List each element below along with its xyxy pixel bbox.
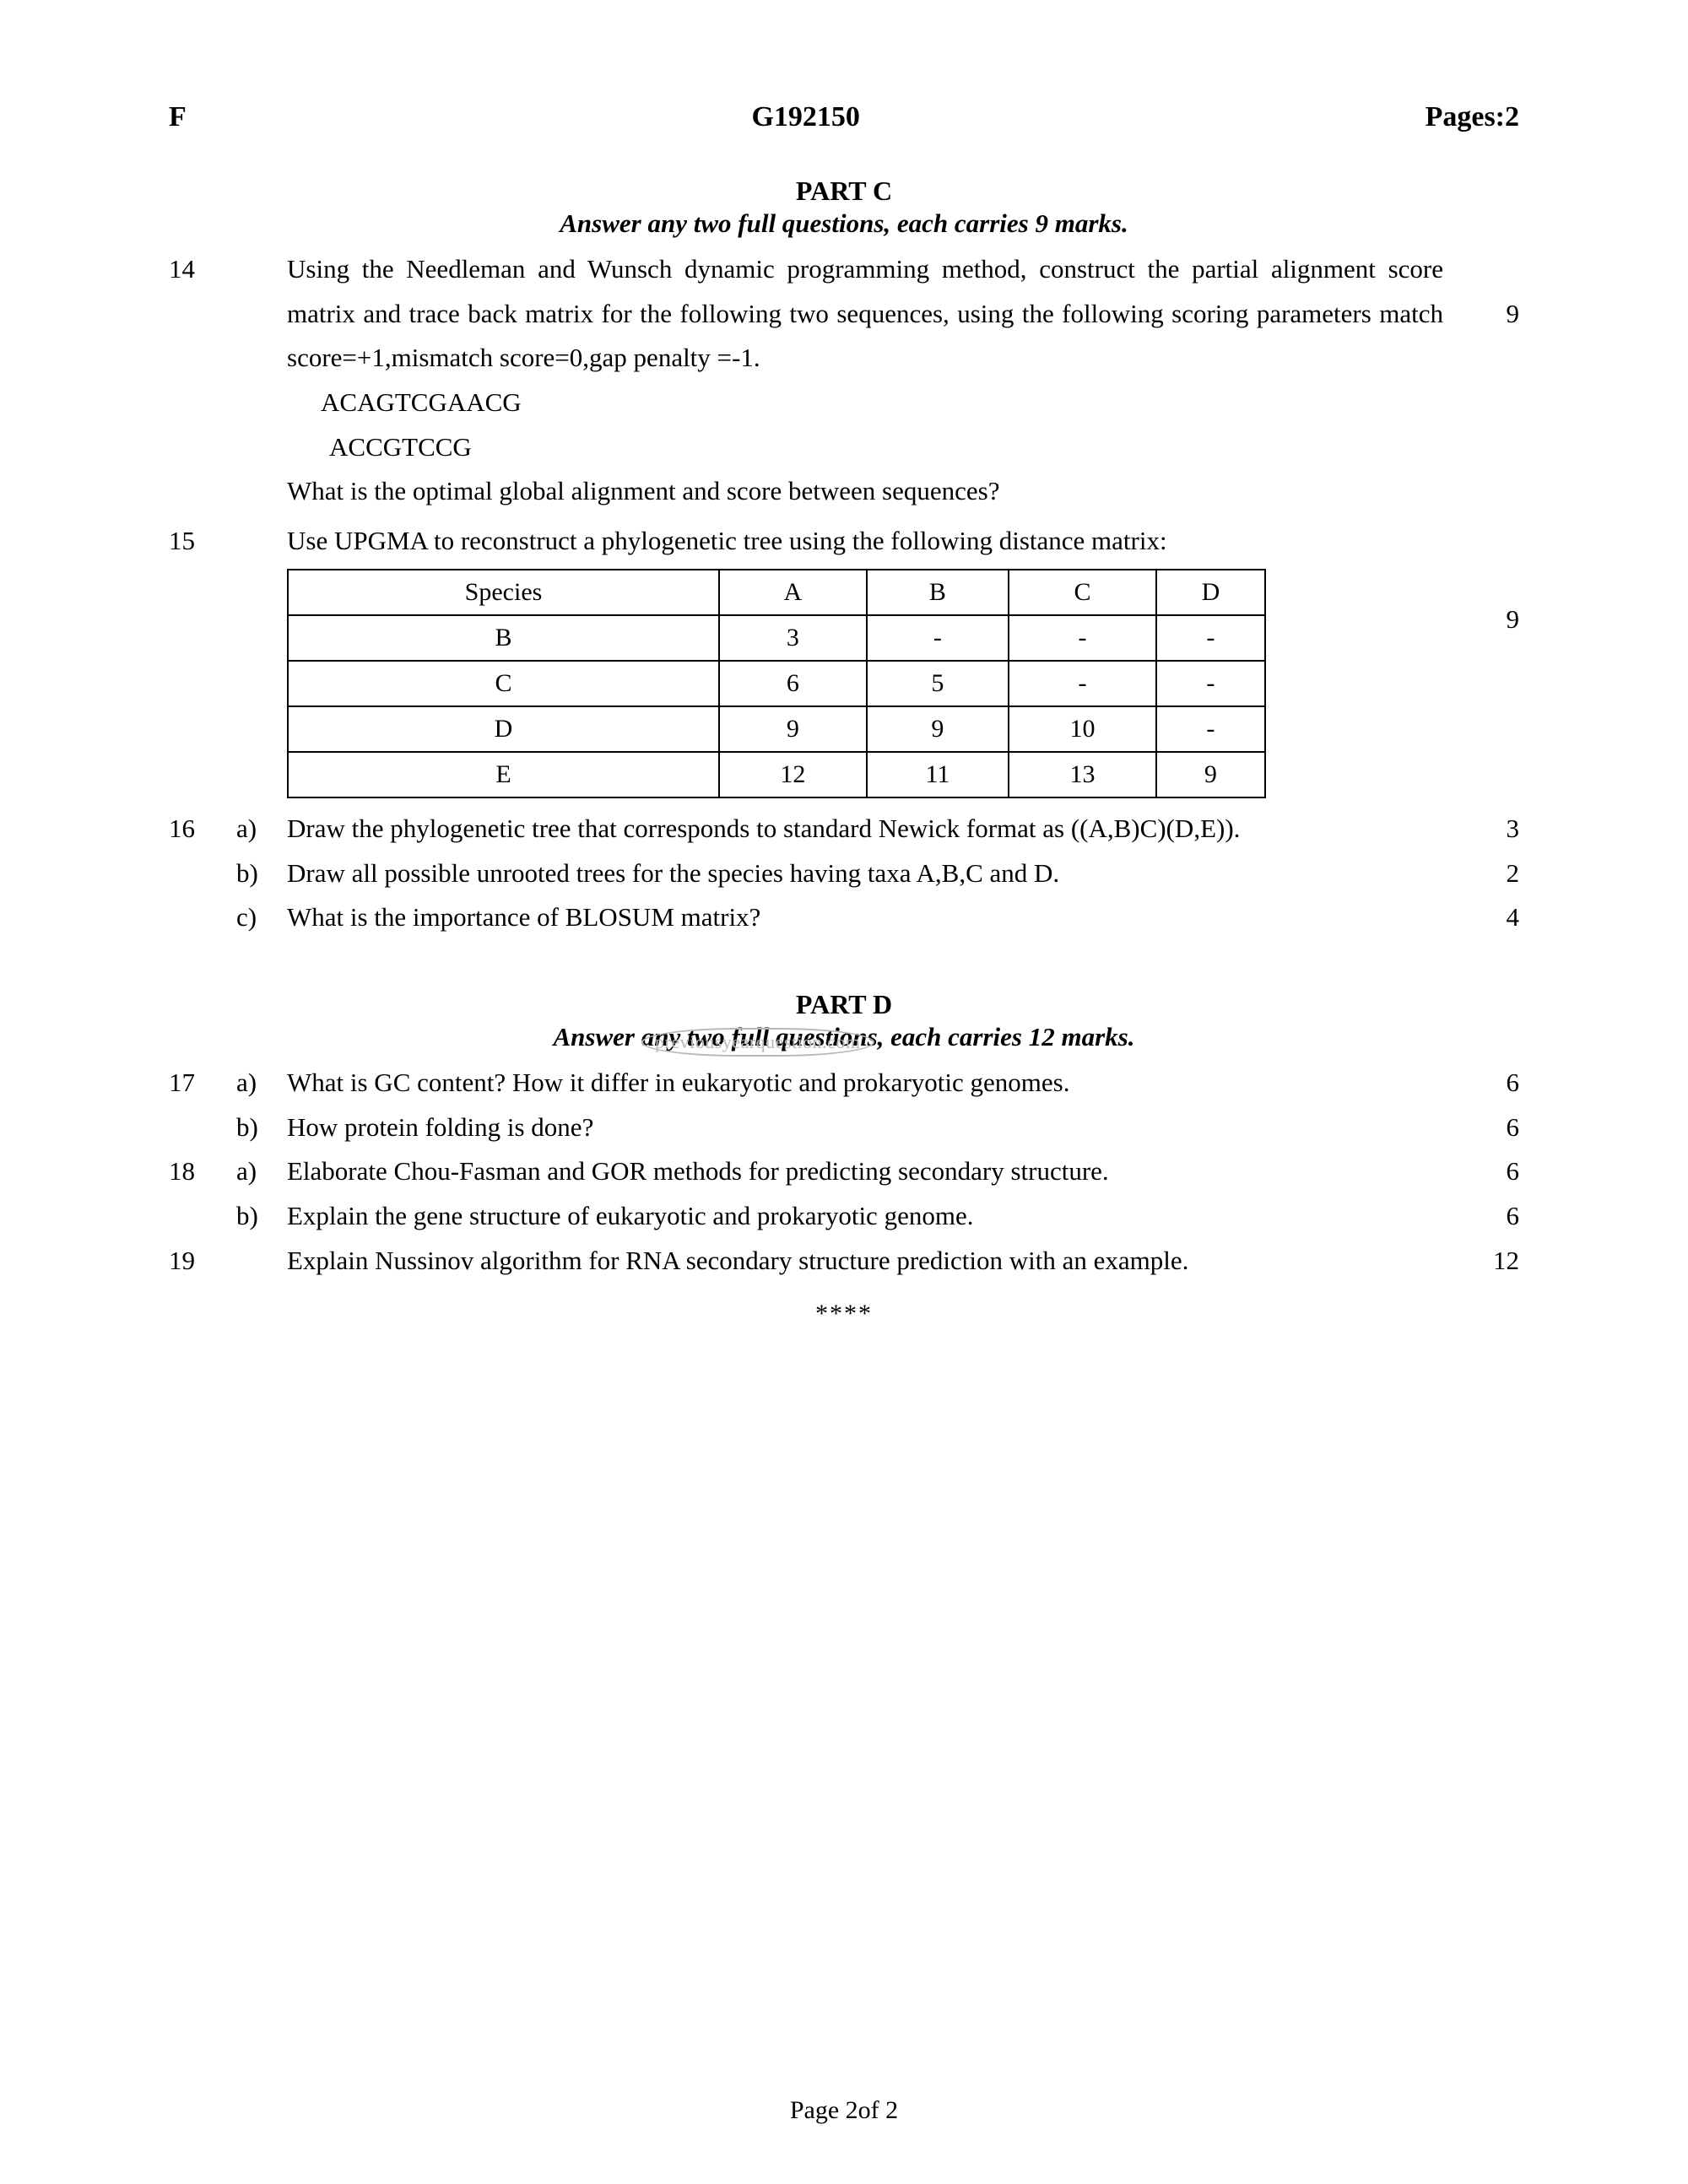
- table-cell: Species: [288, 570, 719, 615]
- question-text: Elaborate Chou-Fasman and GOR methods fo…: [287, 1149, 1469, 1194]
- question-number: 18: [169, 1149, 236, 1194]
- question-text: What is GC content? How it differ in euk…: [287, 1061, 1469, 1106]
- table-row: Species A B C D: [288, 570, 1265, 615]
- question-18a: 18 a) Elaborate Chou-Fasman and GOR meth…: [169, 1149, 1519, 1194]
- end-marker: ****: [169, 1300, 1519, 1328]
- table-cell: 9: [1156, 752, 1265, 797]
- question-marks: 12: [1469, 1239, 1519, 1284]
- question-marks: 9: [1469, 604, 1519, 635]
- question-marks: 6: [1469, 1149, 1519, 1194]
- question-number: 15: [169, 519, 236, 564]
- question-marks: 3: [1469, 807, 1519, 851]
- question-14: 14 Using the Needleman and Wunsch dynami…: [169, 247, 1519, 381]
- header-right: Pages:2: [1426, 101, 1519, 133]
- question-marks: 6: [1469, 1106, 1519, 1150]
- table-cell: D: [1156, 570, 1265, 615]
- table-row: E 12 11 13 9: [288, 752, 1265, 797]
- table-cell: 10: [1009, 706, 1156, 752]
- sequence-1: ACAGTCGAACG: [321, 381, 1519, 425]
- question-number: 19: [169, 1239, 236, 1284]
- question-number: 17: [169, 1061, 236, 1106]
- table-cell: 12: [719, 752, 867, 797]
- table-cell: C: [1009, 570, 1156, 615]
- table-cell: -: [1156, 661, 1265, 706]
- question-sub: a): [236, 1149, 287, 1194]
- table-cell: -: [1009, 615, 1156, 661]
- table-cell: B: [288, 615, 719, 661]
- question-sub: b): [236, 1194, 287, 1239]
- header-left: F: [169, 101, 187, 133]
- question-text: Explain Nussinov algorithm for RNA secon…: [287, 1239, 1469, 1284]
- question-text: Using the Needleman and Wunsch dynamic p…: [287, 247, 1469, 381]
- table-cell: 9: [719, 706, 867, 752]
- table-row: B 3 - - -: [288, 615, 1265, 661]
- table-cell: 13: [1009, 752, 1156, 797]
- page-header: F G192150 Pages:2: [169, 101, 1519, 133]
- question-sub: c): [236, 895, 287, 940]
- table-cell: 9: [867, 706, 1009, 752]
- table-cell: 11: [867, 752, 1009, 797]
- table-cell: -: [1009, 661, 1156, 706]
- question-16c: c) What is the importance of BLOSUM matr…: [169, 895, 1519, 940]
- table-cell: C: [288, 661, 719, 706]
- question-marks: 6: [1469, 1194, 1519, 1239]
- sequence-2: ACCGTCCG: [329, 425, 1519, 470]
- question-19: 19 Explain Nussinov algorithm for RNA se…: [169, 1239, 1519, 1284]
- question-text: Draw the phylogenetic tree that correspo…: [287, 807, 1469, 851]
- table-cell: D: [288, 706, 719, 752]
- part-c-instruction: Answer any two full questions, each carr…: [169, 208, 1519, 239]
- page-footer: Page 2of 2: [0, 2096, 1688, 2125]
- question-text: Draw all possible unrooted trees for the…: [287, 851, 1469, 896]
- question-15: 15 Use UPGMA to reconstruct a phylogenet…: [169, 519, 1519, 564]
- table-row: D 9 9 10 -: [288, 706, 1265, 752]
- table-cell: 6: [719, 661, 867, 706]
- question-17a: 17 a) What is GC content? How it differ …: [169, 1061, 1519, 1106]
- question-text: Explain the gene structure of eukaryotic…: [287, 1194, 1469, 1239]
- question-text: How protein folding is done?: [287, 1106, 1469, 1150]
- table-cell: 5: [867, 661, 1009, 706]
- part-d-instruction: Answer any two full questions, each carr…: [169, 1022, 1519, 1052]
- table-cell: 3: [719, 615, 867, 661]
- part-c-title: PART C: [169, 176, 1519, 207]
- question-sub: a): [236, 807, 287, 851]
- table-cell: -: [867, 615, 1009, 661]
- exam-page: F G192150 Pages:2 PART C Answer any two …: [0, 0, 1688, 2184]
- question-marks: 6: [1469, 1061, 1519, 1106]
- table-cell: E: [288, 752, 719, 797]
- question-marks: 9: [1469, 292, 1519, 337]
- question-sub: b): [236, 1106, 287, 1150]
- question-sub: a): [236, 1061, 287, 1106]
- question-number: 16: [169, 807, 236, 851]
- part-d-title: PART D: [169, 989, 1519, 1020]
- distance-matrix-table: Species A B C D B 3 - - - C 6 5 - - D: [287, 569, 1266, 798]
- question-14-tail: What is the optimal global alignment and…: [287, 469, 1519, 514]
- question-sub: b): [236, 851, 287, 896]
- question-text: What is the importance of BLOSUM matrix?: [287, 895, 1469, 940]
- question-16a: 16 a) Draw the phylogenetic tree that co…: [169, 807, 1519, 851]
- table-cell: B: [867, 570, 1009, 615]
- table-cell: A: [719, 570, 867, 615]
- question-number: 14: [169, 247, 236, 292]
- header-center: G192150: [751, 101, 859, 133]
- table-cell: -: [1156, 615, 1265, 661]
- table-row: C 6 5 - -: [288, 661, 1265, 706]
- question-marks: 4: [1469, 895, 1519, 940]
- question-text: Use UPGMA to reconstruct a phylogenetic …: [287, 519, 1469, 564]
- question-17b: b) How protein folding is done? 6: [169, 1106, 1519, 1150]
- question-18b: b) Explain the gene structure of eukaryo…: [169, 1194, 1519, 1239]
- table-cell: -: [1156, 706, 1265, 752]
- question-16b: b) Draw all possible unrooted trees for …: [169, 851, 1519, 896]
- question-marks: 2: [1469, 851, 1519, 896]
